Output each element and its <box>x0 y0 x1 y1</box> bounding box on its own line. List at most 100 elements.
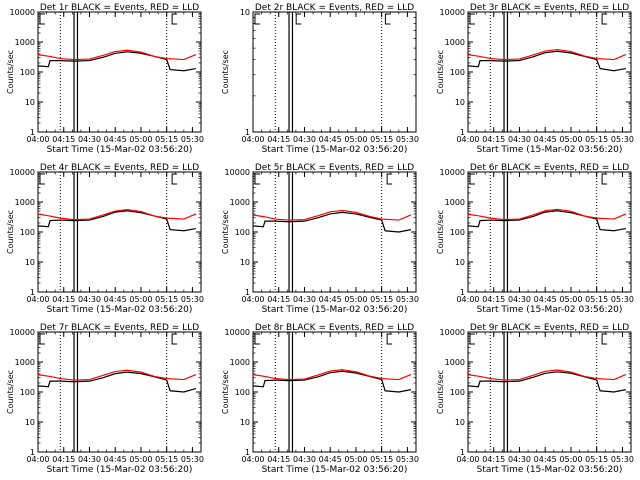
x-tick-label: 04:00 <box>26 135 49 144</box>
plot-frame <box>252 331 417 453</box>
y-axis-label: Counts/sec <box>6 210 15 254</box>
x-tick-label: 04:00 <box>456 135 479 144</box>
series-line-lld <box>252 369 412 381</box>
x-tick-label: 04:15 <box>267 295 290 304</box>
x-tick-label: 04:45 <box>104 135 127 144</box>
x-axis-label: Start Time (15-Mar-02 03:56:20) <box>47 305 193 315</box>
chart-panel-2: Det 2r BLACK = Events, RED = LLD 1 10 04:00… <box>221 3 419 155</box>
y-tick-label: 100 <box>20 388 35 397</box>
x-axis-label: Start Time (15-Mar-02 03:56:20) <box>477 145 623 155</box>
plot-frame <box>467 331 632 453</box>
x-axis-label: Start Time (15-Mar-02 03:56:20) <box>477 465 623 475</box>
y-tick-label: 1 <box>30 128 35 137</box>
y-tick-label: 10000 <box>10 8 35 17</box>
y-tick-label: 10 <box>240 418 250 427</box>
x-tick-label: 04:45 <box>319 135 342 144</box>
y-tick-label: 1000 <box>445 198 465 207</box>
plot-frame <box>252 171 417 293</box>
y-tick-label: 10 <box>25 258 35 267</box>
x-tick-label: 05:00 <box>559 455 582 464</box>
x-axis-label: Start Time (15-Mar-02 03:56:20) <box>262 145 408 155</box>
x-tick-label: 05:15 <box>155 135 178 144</box>
y-axis-label: Counts/sec <box>6 50 15 94</box>
y-tick-label: 10000 <box>440 8 465 17</box>
y-tick-label: 10000 <box>225 168 250 177</box>
x-tick-label: 05:00 <box>129 455 152 464</box>
series-line-events <box>37 51 196 72</box>
x-tick-label: 05:30 <box>611 135 634 144</box>
series-line-lld <box>467 48 627 61</box>
x-tick-label: 04:00 <box>26 455 49 464</box>
x-tick-label: 05:30 <box>181 295 204 304</box>
chart-panel-7: Det 7r BLACK = Events, RED = LLD 1 10 100 10… <box>6 323 204 475</box>
x-tick-label: 05:00 <box>129 135 152 144</box>
y-axis-label: Counts/sec <box>436 370 445 414</box>
bracket-marker <box>171 333 178 345</box>
chart-title: Det 1r BLACK = Events, RED = LLD <box>40 3 199 13</box>
series-line-events <box>252 370 411 393</box>
y-tick-label: 1000 <box>15 198 35 207</box>
x-tick-label: 05:15 <box>155 295 178 304</box>
y-tick-label: 1000 <box>15 358 35 367</box>
y-tick-label: 10 <box>240 258 250 267</box>
bracket-marker <box>386 173 393 185</box>
y-tick-label: 1 <box>460 448 465 457</box>
x-tick-label: 04:30 <box>508 135 531 144</box>
y-tick-label: 100 <box>235 228 250 237</box>
y-tick-label: 1 <box>30 448 35 457</box>
x-tick-label: 04:00 <box>456 295 479 304</box>
x-tick-label: 05:30 <box>396 295 419 304</box>
x-tick-label: 04:15 <box>482 295 505 304</box>
y-tick-label: 10 <box>240 8 250 17</box>
x-tick-label: 05:15 <box>370 295 393 304</box>
series-line-lld <box>37 369 197 381</box>
x-tick-label: 04:45 <box>319 455 342 464</box>
chart-title: Det 5r BLACK = Events, RED = LLD <box>255 163 414 173</box>
bracket-marker <box>295 13 302 25</box>
y-tick-label: 10 <box>455 418 465 427</box>
y-tick-label: 10000 <box>10 168 35 177</box>
plot-frame <box>467 171 632 293</box>
x-tick-label: 04:00 <box>241 135 264 144</box>
x-tick-label: 05:30 <box>181 455 204 464</box>
chart-panel-5: Det 5r BLACK = Events, RED = LLD 1 10 100 10… <box>221 163 419 315</box>
x-tick-label: 04:45 <box>534 295 557 304</box>
y-axis-label: Counts/sec <box>436 50 445 94</box>
x-tick-label: 04:15 <box>52 135 75 144</box>
x-tick-label: 04:00 <box>26 295 49 304</box>
y-axis-label: Counts/sec <box>221 370 230 414</box>
y-tick-label: 1 <box>245 128 250 137</box>
y-axis-label: Counts/sec <box>6 370 15 414</box>
plot-frame <box>252 11 417 133</box>
x-tick-label: 04:45 <box>319 295 342 304</box>
bracket-marker <box>601 333 608 345</box>
chart-title: Det 2r BLACK = Events, RED = LLD <box>255 3 414 13</box>
y-tick-label: 1 <box>245 448 250 457</box>
chart-panel-8: Det 8r BLACK = Events, RED = LLD 1 10 100 10… <box>221 323 419 475</box>
x-tick-label: 04:00 <box>241 455 264 464</box>
y-axis-label: Counts/sec <box>221 50 230 94</box>
x-tick-label: 05:00 <box>344 295 367 304</box>
x-tick-label: 04:30 <box>78 295 101 304</box>
x-tick-label: 05:15 <box>370 135 393 144</box>
x-tick-label: 04:45 <box>534 135 557 144</box>
x-tick-label: 05:15 <box>585 455 608 464</box>
x-tick-label: 04:15 <box>267 455 290 464</box>
series-line-events <box>252 211 411 233</box>
y-tick-label: 1000 <box>230 358 250 367</box>
bracket-marker <box>39 173 45 185</box>
y-tick-label: 10 <box>455 98 465 107</box>
chart-panel-1: Det 1r BLACK = Events, RED = LLD 1 10 100 10… <box>6 3 204 155</box>
x-tick-label: 04:15 <box>52 455 75 464</box>
x-tick-label: 04:30 <box>78 135 101 144</box>
x-tick-label: 04:00 <box>241 295 264 304</box>
x-tick-label: 05:00 <box>344 135 367 144</box>
chart-title: Det 8r BLACK = Events, RED = LLD <box>255 323 414 333</box>
plot-frame <box>467 11 632 133</box>
x-tick-label: 04:30 <box>293 295 316 304</box>
series-line-events <box>467 50 626 72</box>
x-axis-label: Start Time (15-Mar-02 03:56:20) <box>47 465 193 475</box>
y-tick-label: 10000 <box>225 328 250 337</box>
x-tick-label: 04:30 <box>508 455 531 464</box>
bracket-marker <box>601 13 608 25</box>
